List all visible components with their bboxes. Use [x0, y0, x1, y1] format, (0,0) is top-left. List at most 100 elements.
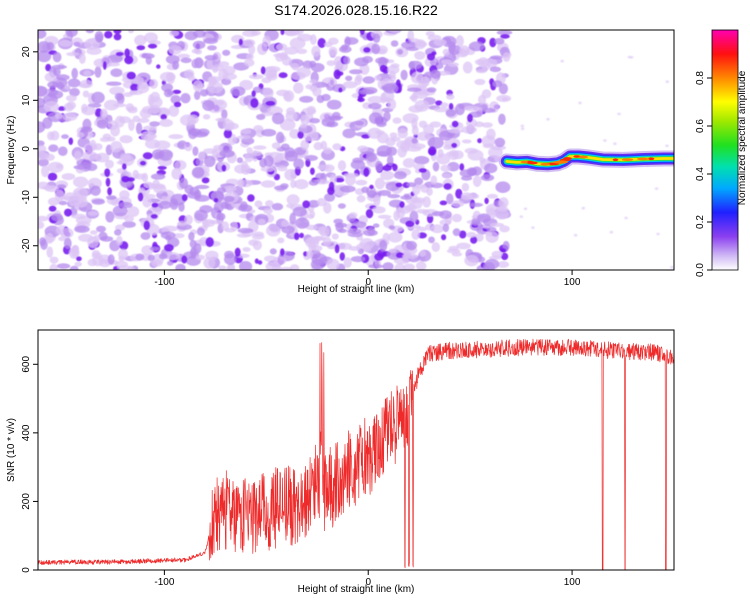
- snr-y-tick-label: 600: [21, 356, 32, 373]
- snr-x-tick-label: 0: [365, 577, 371, 588]
- noise-speckle: [495, 181, 511, 193]
- noise-speckle: [383, 111, 391, 122]
- noise-speckle: [149, 246, 160, 251]
- noise-speckle: [289, 30, 304, 36]
- noise-speckle: [334, 222, 347, 228]
- noise-speckle: [74, 150, 82, 161]
- noise-speckle: [280, 266, 293, 270]
- noise-speckle: [279, 118, 296, 131]
- noise-speckle: [134, 173, 147, 180]
- spectrogram-y-tick-label: 20: [21, 46, 32, 58]
- noise-speckle: [498, 83, 508, 95]
- noise-speckle: [205, 237, 214, 248]
- noise-speckle: [195, 184, 210, 190]
- noise-speckle: [448, 45, 462, 55]
- noise-speckle: [494, 137, 506, 148]
- noise-speckle: [170, 94, 181, 104]
- noise-speckle: [263, 207, 273, 215]
- noise-speckle: [431, 242, 440, 252]
- noise-speckle: [496, 30, 513, 36]
- noise-speckle: [303, 130, 319, 142]
- noise-speckle: [468, 41, 485, 52]
- noise-speckle: [338, 228, 347, 233]
- noise-speckle: [93, 234, 100, 243]
- noise-speckle: [372, 206, 386, 214]
- noise-speckle: [164, 244, 174, 252]
- noise-speckle: [192, 40, 206, 50]
- noise-speckle: [91, 91, 105, 104]
- noise-speckle: [435, 100, 443, 106]
- noise-speckle: [390, 40, 399, 47]
- noise-speckle: [387, 232, 403, 243]
- noise-speckle: [439, 210, 452, 220]
- noise-speckle: [382, 83, 399, 94]
- noise-speckle: [42, 117, 53, 129]
- noise-speckle: [343, 172, 359, 178]
- noise-speckle: [243, 39, 256, 47]
- signal-hotspot: [527, 161, 538, 165]
- noise-speckle: [455, 103, 465, 116]
- noise-speckle: [309, 118, 321, 124]
- noise-speckle: [249, 74, 264, 80]
- noise-speckle: [308, 179, 319, 186]
- noise-speckle: [448, 103, 454, 110]
- noise-speckle: [278, 72, 288, 79]
- noise-speckle: [113, 33, 122, 41]
- noise-speckle: [490, 55, 503, 60]
- noise-speckle: [135, 253, 145, 261]
- noise-speckle: [213, 197, 219, 203]
- noise-speckle: [328, 46, 338, 57]
- noise-speckle: [238, 204, 253, 212]
- noise-speckle: [47, 81, 59, 89]
- noise-speckle: [54, 189, 65, 202]
- noise-speckle: [496, 206, 509, 212]
- noise-speckle: [300, 139, 310, 151]
- spectrogram-x-tick-label: -100: [154, 277, 174, 288]
- noise-speckle: [107, 136, 116, 142]
- noise-speckle: [356, 195, 366, 203]
- noise-speckle: [205, 250, 219, 261]
- noise-speckle: [447, 62, 459, 67]
- noise-speckle: [520, 124, 525, 128]
- noise-speckle: [413, 155, 430, 165]
- noise-speckle: [126, 106, 138, 111]
- noise-speckle: [234, 247, 241, 257]
- noise-speckle: [104, 159, 114, 169]
- noise-speckle: [156, 64, 161, 69]
- noise-speckle: [306, 250, 314, 259]
- noise-speckle: [418, 120, 428, 128]
- noise-speckle: [388, 248, 397, 253]
- noise-speckle: [470, 236, 478, 244]
- noise-speckle: [150, 91, 161, 103]
- noise-speckle: [310, 167, 315, 175]
- noise-speckle: [397, 49, 404, 55]
- noise-speckle: [150, 214, 158, 219]
- noise-speckle: [292, 206, 307, 217]
- colorbar-tick-label: 0.8: [695, 71, 706, 85]
- noise-speckle: [390, 63, 400, 68]
- noise-speckle: [481, 122, 493, 128]
- noise-speckle: [317, 38, 326, 48]
- noise-speckle: [304, 155, 318, 161]
- noise-speckle: [192, 166, 205, 179]
- noise-speckle: [261, 128, 277, 137]
- noise-speckle: [105, 177, 111, 187]
- snr-x-tick-label: -100: [154, 577, 174, 588]
- noise-speckle: [331, 233, 339, 240]
- noise-speckle: [299, 95, 314, 103]
- noise-speckle: [456, 242, 471, 250]
- noise-speckle: [117, 265, 133, 270]
- noise-speckle: [293, 82, 304, 94]
- noise-speckle: [158, 149, 173, 162]
- noise-speckle: [617, 112, 621, 116]
- noise-speckle: [425, 31, 435, 37]
- snr-y-ticks: 0 200 400 600: [21, 356, 38, 573]
- noise-speckle: [257, 218, 266, 225]
- noise-speckle: [67, 78, 81, 88]
- noise-speckle: [260, 66, 266, 75]
- noise-speckle: [110, 124, 120, 137]
- noise-speckle: [324, 193, 336, 202]
- noise-speckle: [194, 57, 204, 69]
- noise-speckle: [405, 220, 415, 228]
